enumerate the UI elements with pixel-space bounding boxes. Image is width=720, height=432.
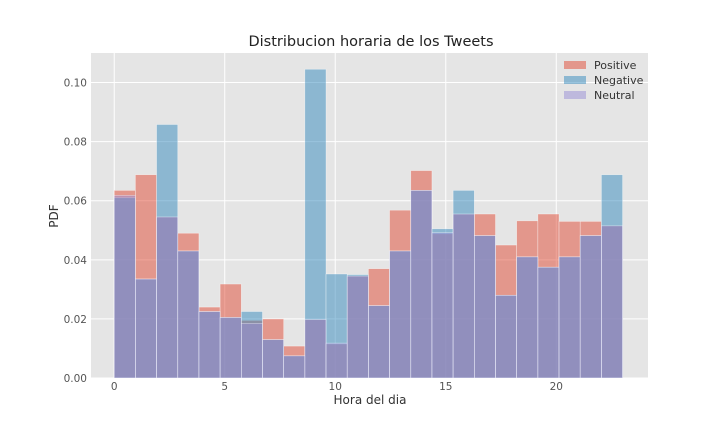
x-tick-label-4: 20	[550, 381, 563, 393]
legend-swatch-positive	[564, 61, 586, 69]
bar-neutral-10	[325, 342, 348, 379]
bar-neutral-13	[389, 250, 412, 379]
legend: Positive Negative Neutral	[564, 59, 644, 102]
bar-neutral-9	[304, 319, 327, 379]
y-tick-label-5: 0.10	[64, 78, 87, 90]
y-axis-label: PDF	[47, 204, 61, 227]
bar-neutral-7	[262, 339, 284, 379]
y-tick-label-2: 0.04	[64, 255, 88, 267]
chart-title: Distribucion horaria de los Tweets	[248, 34, 493, 50]
legend-label-neutral: Neutral	[594, 89, 635, 102]
bars-group	[113, 68, 623, 379]
y-tick-label-3: 0.06	[64, 196, 88, 208]
bar-neutral-21	[558, 256, 581, 379]
x-axis-ticks: 0 5 10 15 20	[111, 381, 563, 393]
y-tick-label-4: 0.08	[64, 137, 87, 149]
bar-neutral-3	[177, 250, 200, 379]
x-tick-label-1: 5	[221, 381, 228, 393]
bar-neutral-22	[579, 235, 602, 379]
x-tick-label-3: 15	[439, 381, 452, 393]
bar-neutral-17	[474, 235, 496, 379]
bar-neutral-2	[156, 216, 179, 379]
bar-neutral-15	[431, 232, 454, 379]
bar-neutral-20	[537, 266, 560, 379]
x-axis-label: Hora del dia	[334, 393, 407, 407]
bar-neutral-16	[452, 213, 475, 379]
bar-neutral-11	[346, 275, 369, 379]
bar-neutral-4	[198, 311, 221, 379]
legend-swatch-neutral	[564, 91, 586, 99]
bar-neutral-23	[601, 225, 623, 379]
bar-neutral-14	[410, 190, 433, 379]
y-axis-ticks: 0.00 0.02 0.04 0.06 0.08 0.10	[64, 78, 88, 385]
bar-neutral-1	[135, 278, 157, 379]
y-tick-label-1: 0.02	[64, 314, 87, 326]
legend-swatch-negative	[564, 76, 586, 84]
bar-neutral-6	[241, 323, 263, 379]
legend-label-negative: Negative	[594, 74, 644, 87]
bar-neutral-0	[113, 195, 136, 379]
bar-neutral-12	[368, 305, 390, 379]
bar-neutral-18	[495, 294, 517, 379]
y-tick-label-0: 0.00	[64, 373, 87, 385]
bar-neutral-8	[283, 355, 306, 379]
x-tick-label-0: 0	[111, 381, 118, 393]
bar-neutral-5	[219, 317, 242, 379]
x-tick-label-2: 10	[329, 381, 342, 393]
legend-label-positive: Positive	[594, 59, 637, 72]
bar-neutral-19	[516, 256, 539, 379]
